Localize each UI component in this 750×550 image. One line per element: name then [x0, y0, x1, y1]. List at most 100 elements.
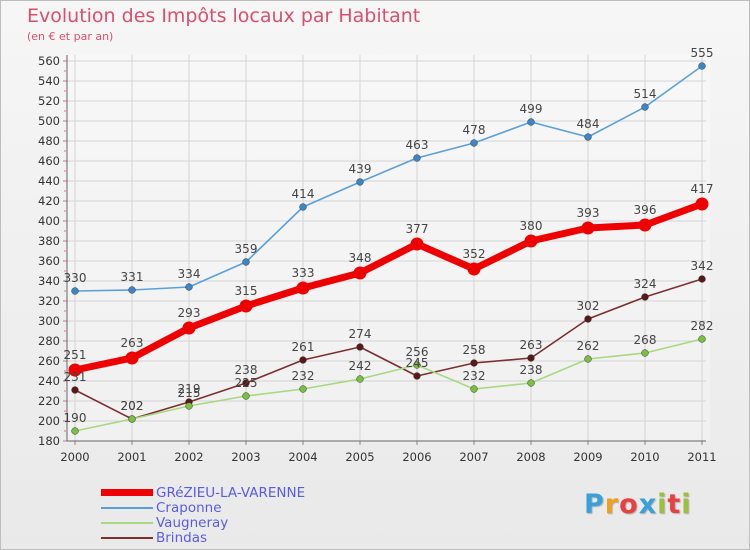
data-label-brindas: 342 [691, 259, 714, 273]
y-tick-label: 420 [38, 194, 60, 208]
data-point-vaugneray [242, 392, 250, 400]
data-labels: 330 331 334 359 414 439 463 478 499 484 514 555 231 2… [64, 46, 714, 425]
legend-item-craponne: Craponne [101, 499, 305, 516]
data-point-brindas [356, 343, 364, 351]
data-label-gr-zieu-la-varenne: 417 [691, 182, 714, 196]
data-point-craponne [185, 283, 193, 291]
data-point-craponne [356, 178, 364, 186]
data-point-gr-zieu-la-varenne [638, 218, 652, 232]
data-point-brindas [698, 275, 706, 283]
data-label-vaugneray: 262 [577, 339, 600, 353]
legend-label-craponne: Craponne [156, 499, 222, 516]
data-label-gr-zieu-la-varenne: 293 [178, 306, 201, 320]
chart-title: Evolution des Impôts locaux par Habitant [27, 5, 421, 27]
data-point-craponne [641, 103, 649, 111]
data-label-craponne: 484 [577, 117, 600, 131]
data-point-gr-zieu-la-varenne [467, 262, 481, 276]
y-tick-label: 280 [38, 334, 60, 348]
data-label-vaugneray: 225 [235, 376, 258, 390]
x-tick-label: 2007 [459, 450, 488, 464]
axes: 180 200 220 240 260 280 300 320 340 360 380 400 420 4… [38, 54, 717, 464]
legend-item-brindas: Brindas [101, 529, 305, 546]
data-point-vaugneray [698, 335, 706, 343]
legend-swatch-grezieu [101, 489, 153, 496]
legend-label-brindas: Brindas [156, 529, 207, 546]
data-label-gr-zieu-la-varenne: 348 [349, 251, 372, 265]
data-point-craponne [584, 133, 592, 141]
data-point-vaugneray [413, 361, 421, 369]
y-tick-label: 460 [38, 154, 60, 168]
y-tick-label: 500 [38, 114, 60, 128]
data-point-gr-zieu-la-varenne [68, 363, 82, 377]
y-tick-label: 180 [38, 434, 60, 448]
legend-label-grezieu: GRéZIEU-LA-VARENNE [156, 484, 306, 501]
x-tick-label: 2002 [174, 450, 203, 464]
data-label-vaugneray: 215 [178, 386, 201, 400]
y-tick-label: 560 [38, 54, 60, 68]
data-point-gr-zieu-la-varenne [410, 237, 424, 251]
data-label-craponne: 334 [178, 267, 201, 281]
y-tick-label: 380 [38, 234, 60, 248]
data-label-brindas: 202 [121, 399, 144, 413]
data-label-craponne: 478 [463, 123, 486, 137]
legend-swatch-vaugneray [101, 521, 153, 524]
data-label-brindas: 324 [634, 277, 657, 291]
data-label-gr-zieu-la-varenne: 396 [634, 203, 657, 217]
data-point-vaugneray [527, 379, 535, 387]
plot-area [67, 55, 710, 441]
y-tick-label: 540 [38, 74, 60, 88]
y-tick-label: 320 [38, 294, 60, 308]
data-label-craponne: 330 [64, 271, 87, 285]
data-point-gr-zieu-la-varenne [182, 321, 196, 335]
data-label-gr-zieu-la-varenne: 380 [520, 219, 543, 233]
data-label-craponne: 414 [292, 187, 315, 201]
data-label-vaugneray: 256 [406, 345, 429, 359]
x-tick-label: 2008 [516, 450, 545, 464]
data-point-gr-zieu-la-varenne [296, 281, 310, 295]
data-point-gr-zieu-la-varenne [353, 266, 367, 280]
x-tick-label: 2009 [573, 450, 602, 464]
x-tick-label: 2004 [288, 450, 317, 464]
y-tick-label: 300 [38, 314, 60, 328]
series-line-gr-zieu-la-varenne [71, 200, 706, 374]
x-tick-label: 2010 [630, 450, 659, 464]
data-point-brindas [242, 379, 250, 387]
data-point-brindas [71, 386, 79, 394]
y-tick-label: 220 [38, 394, 60, 408]
data-label-craponne: 499 [520, 102, 543, 116]
y-tick-label: 260 [38, 354, 60, 368]
data-label-craponne: 555 [691, 46, 714, 60]
data-label-brindas: 263 [520, 338, 543, 352]
data-point-vaugneray [641, 349, 649, 357]
data-label-gr-zieu-la-varenne: 263 [121, 336, 144, 350]
data-point-vaugneray [356, 375, 364, 383]
data-label-gr-zieu-la-varenne: 251 [64, 348, 87, 362]
data-point-brindas [527, 354, 535, 362]
legend-swatch-craponne [101, 506, 153, 509]
data-label-craponne: 439 [349, 162, 372, 176]
data-point-brindas [584, 315, 592, 323]
series-line-craponne [74, 65, 703, 292]
chart-subtitle: (en € et par an) [27, 30, 114, 43]
data-point-vaugneray [71, 427, 79, 435]
data-point-gr-zieu-la-varenne [125, 351, 139, 365]
data-label-vaugneray: 238 [520, 363, 543, 377]
y-tick-label: 360 [38, 254, 60, 268]
x-tick-label: 2005 [345, 450, 374, 464]
data-label-gr-zieu-la-varenne: 377 [406, 222, 429, 236]
y-tick-label: 480 [38, 134, 60, 148]
data-point-brindas [299, 356, 307, 364]
data-point-gr-zieu-la-varenne [695, 197, 709, 211]
x-tick-label: 2000 [60, 450, 89, 464]
grid [67, 55, 710, 442]
y-tick-label: 400 [38, 214, 60, 228]
data-label-craponne: 359 [235, 242, 258, 256]
data-label-brindas: 245 [406, 356, 429, 370]
data-label-gr-zieu-la-varenne: 352 [463, 247, 486, 261]
data-label-vaugneray: 190 [64, 411, 87, 425]
data-label-craponne: 463 [406, 138, 429, 152]
data-label-vaugneray: 232 [463, 369, 486, 383]
data-label-vaugneray: 268 [634, 333, 657, 347]
